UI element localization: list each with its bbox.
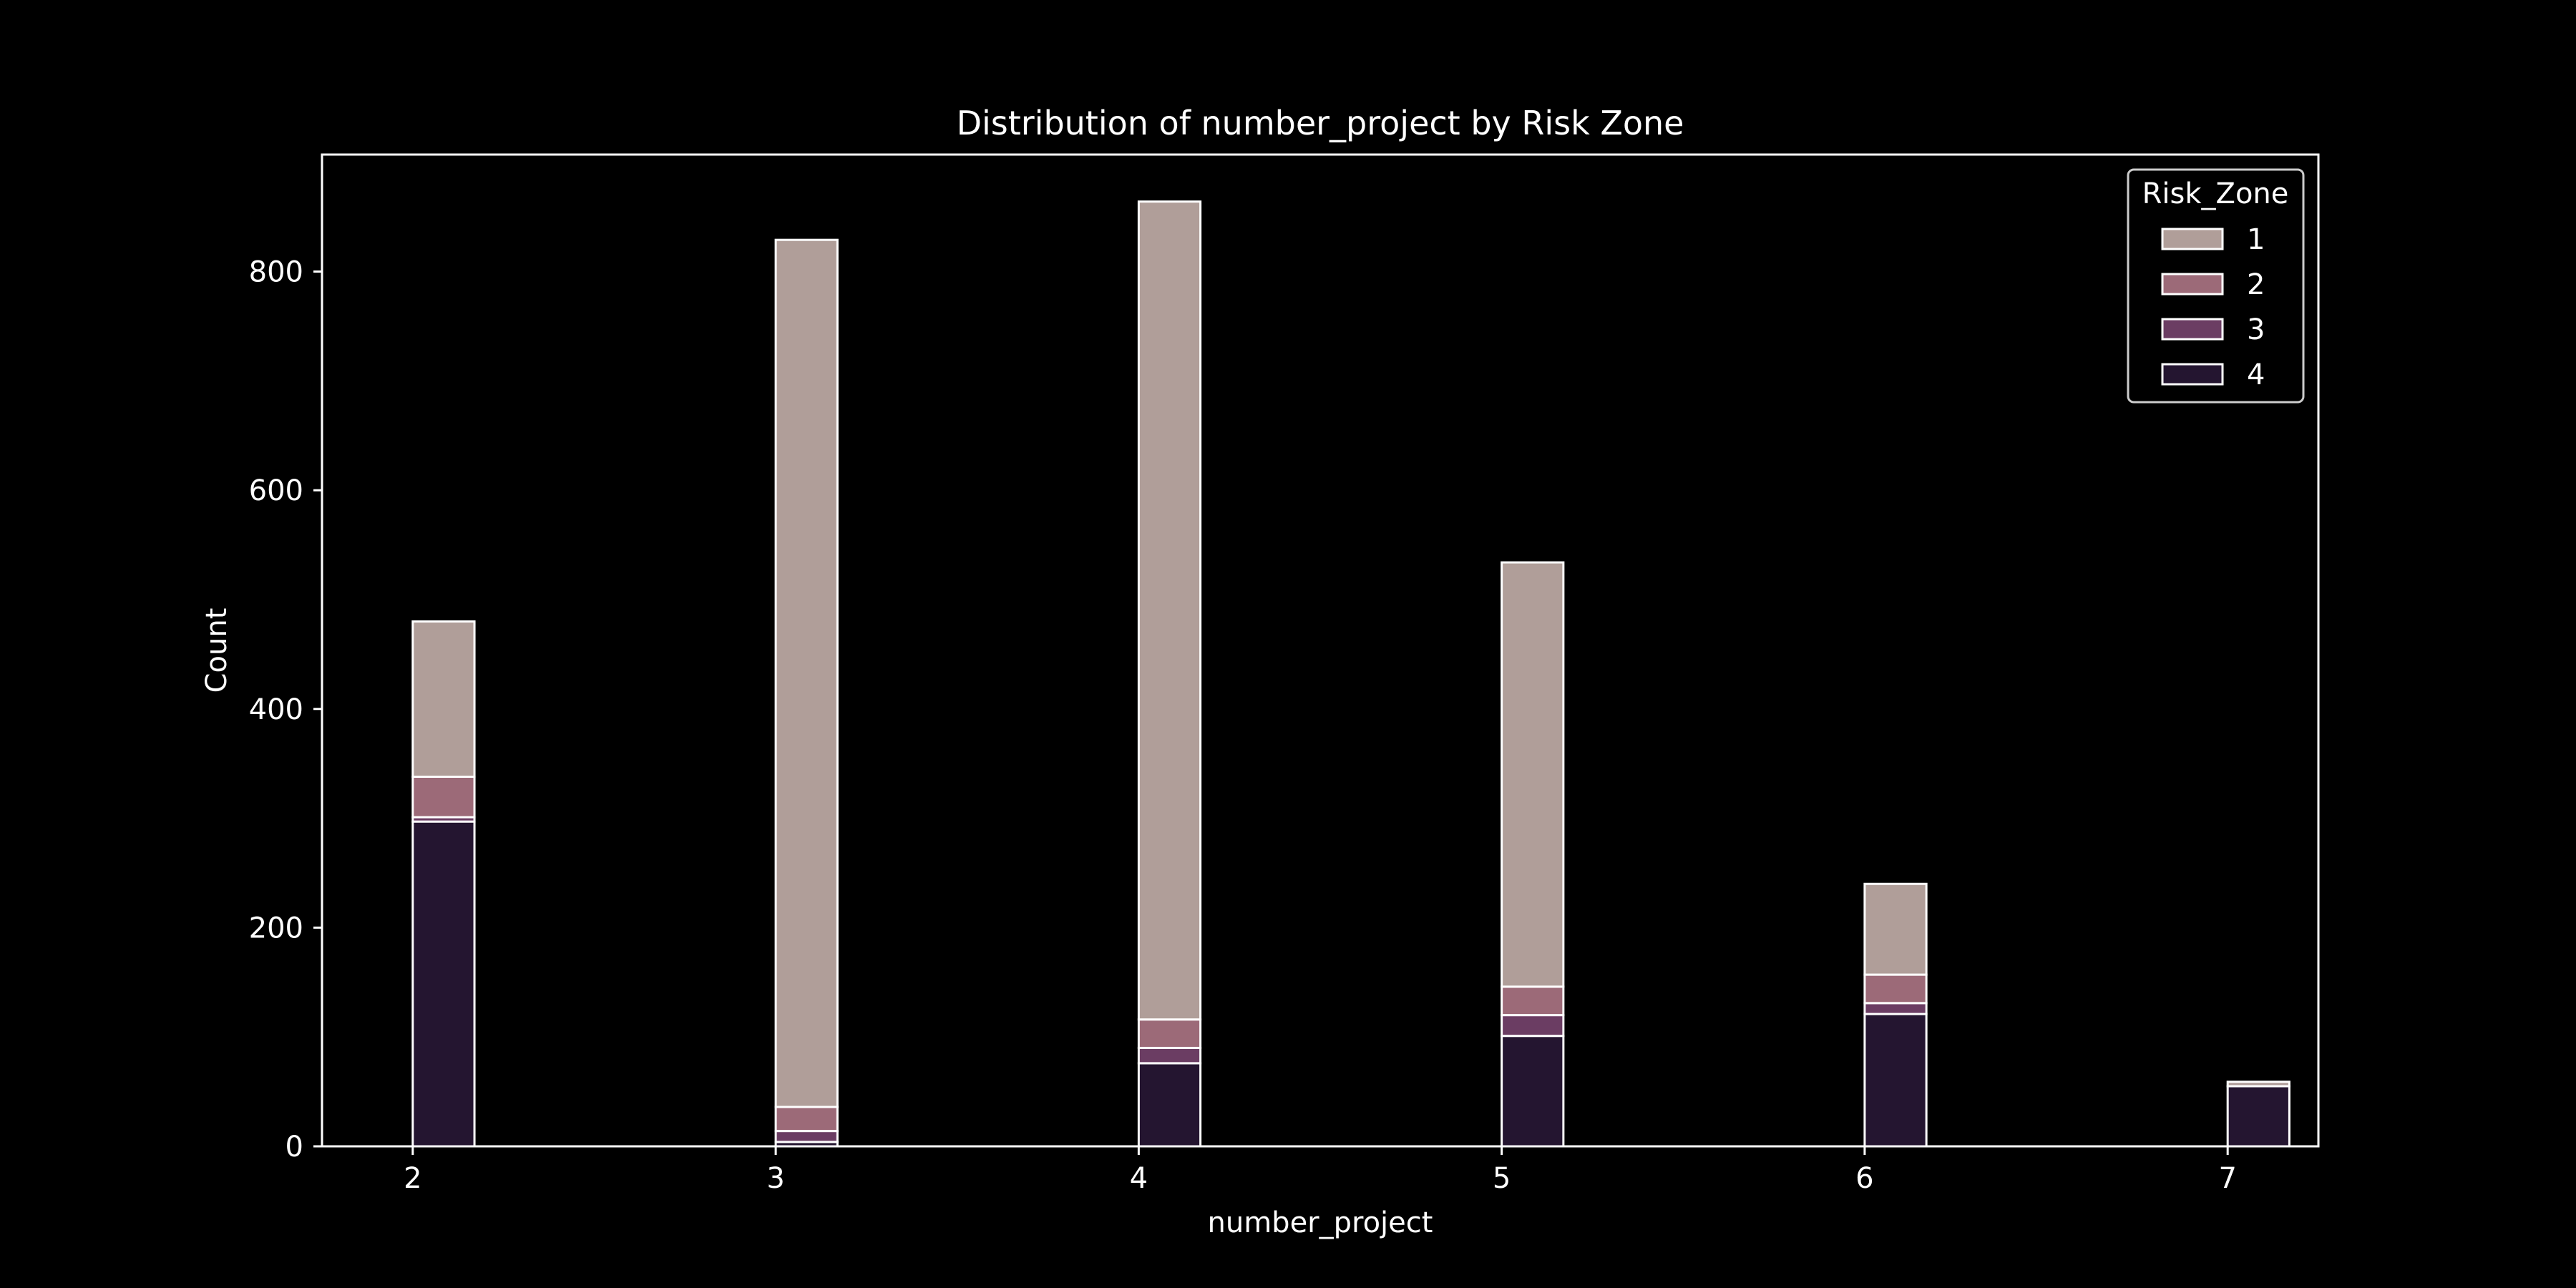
bar-x7-zone4 bbox=[2226, 1085, 2290, 1148]
bar-x2-zone4 bbox=[411, 820, 476, 1148]
bar-x6-zone4 bbox=[1863, 1013, 1928, 1148]
bar-x6-zone3 bbox=[1863, 1002, 1928, 1015]
bar-x6-zone2 bbox=[1863, 973, 1928, 1005]
bar-x5-zone1 bbox=[1501, 561, 1565, 988]
bar-x7-zone1 bbox=[2226, 1080, 2290, 1088]
chart-title: Distribution of number_project by Risk Z… bbox=[957, 104, 1684, 142]
bar-x2-zone1 bbox=[411, 620, 476, 778]
bar-x5-zone2 bbox=[1501, 985, 1565, 1017]
x-tick-label-5: 5 bbox=[1493, 1162, 1511, 1195]
legend-swatch-3 bbox=[2161, 318, 2224, 341]
bar-x6-zone1 bbox=[1863, 882, 1928, 976]
x-tick-label-6: 6 bbox=[1855, 1162, 1873, 1195]
legend-title: Risk_Zone bbox=[2142, 177, 2289, 210]
legend-swatch-1 bbox=[2161, 228, 2224, 250]
bar-x3-zone2 bbox=[774, 1106, 839, 1133]
x-axis-label: number_project bbox=[1208, 1206, 1433, 1239]
bar-x2-zone2 bbox=[411, 775, 476, 819]
x-tick-label-3: 3 bbox=[766, 1162, 784, 1195]
legend-label-3: 3 bbox=[2247, 313, 2265, 346]
legend-label-1: 1 bbox=[2247, 223, 2265, 256]
bar-x3-zone3 bbox=[774, 1130, 839, 1143]
y-tick-label-600: 600 bbox=[249, 474, 303, 507]
legend-label-2: 2 bbox=[2247, 268, 2265, 301]
legend-swatch-4 bbox=[2161, 363, 2224, 386]
bar-x4-zone3 bbox=[1137, 1046, 1202, 1065]
bar-x5-zone4 bbox=[1501, 1035, 1565, 1148]
plot-frame bbox=[321, 153, 2320, 1148]
legend-items: 1 2 3 4 bbox=[2161, 223, 2265, 391]
x-tick-label-2: 2 bbox=[404, 1162, 421, 1195]
y-tick-label-800: 800 bbox=[249, 256, 303, 289]
bars bbox=[411, 200, 2290, 1148]
bar-x4-zone4 bbox=[1137, 1062, 1202, 1148]
y-axis: 0 200 400 600 800 bbox=[249, 256, 322, 1163]
x-axis: 2 3 4 5 6 7 bbox=[404, 1146, 2237, 1195]
y-tick-label-0: 0 bbox=[286, 1131, 303, 1163]
y-tick-label-200: 200 bbox=[249, 912, 303, 945]
x-tick-label-4: 4 bbox=[1130, 1162, 1148, 1195]
legend: Risk_Zone 1 2 3 4 bbox=[2127, 168, 2305, 404]
y-axis-label: Count bbox=[200, 608, 233, 693]
bar-x5-zone3 bbox=[1501, 1014, 1565, 1038]
legend-swatch-2 bbox=[2161, 273, 2224, 296]
y-tick-label-400: 400 bbox=[249, 693, 303, 726]
x-tick-label-7: 7 bbox=[2218, 1162, 2236, 1195]
legend-label-4: 4 bbox=[2247, 358, 2265, 391]
bar-x3-zone1 bbox=[774, 238, 839, 1108]
bar-x4-zone2 bbox=[1137, 1018, 1202, 1049]
bar-x4-zone1 bbox=[1137, 200, 1202, 1021]
